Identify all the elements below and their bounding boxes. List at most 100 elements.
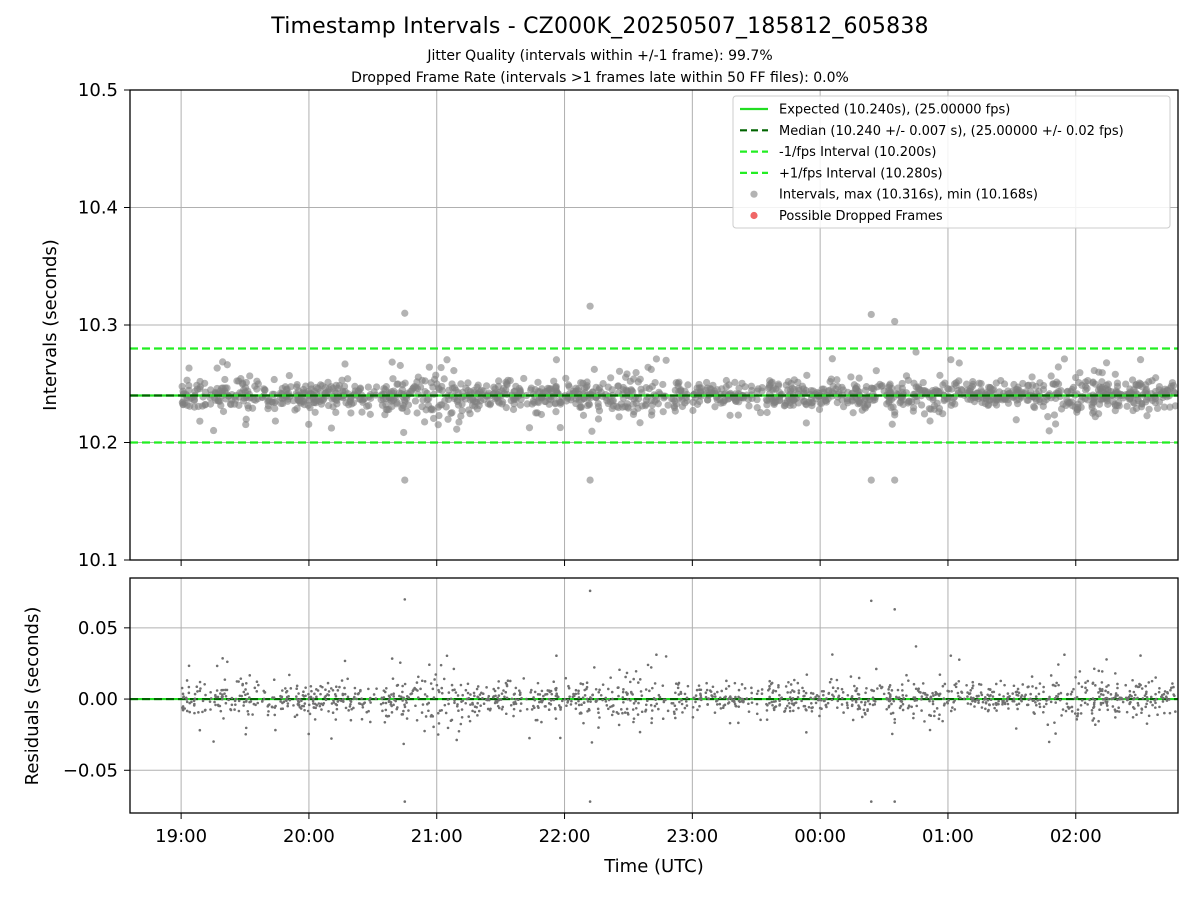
interval-point [356,384,365,392]
residual-point [450,683,454,687]
residual-point [673,712,676,716]
interval-point [776,396,784,404]
residual-point [415,681,419,684]
residual-point [824,703,828,707]
residual-point [1053,721,1056,724]
residual-point [971,686,974,690]
residual-point [353,686,357,690]
interval-point [590,365,598,373]
residual-point [248,674,252,677]
interval-point [614,382,623,390]
interval-point [1111,370,1119,378]
residual-point [416,689,419,692]
interval-point [393,380,401,388]
residual-point [492,687,496,691]
residual-point [181,692,185,696]
residual-point [306,709,310,713]
residual-point [721,706,725,709]
residual-point [890,732,894,736]
residual-point [1158,705,1161,709]
residual-point [1034,686,1038,690]
residual-point [1116,682,1119,686]
residual-point [743,687,747,690]
residual-point [510,697,514,701]
residual-point [341,692,345,696]
residual-point [626,697,630,701]
interval-point [517,395,525,403]
x-tick-label: 23:00 [666,826,718,847]
residual-point [915,704,919,708]
interval-point [891,408,899,416]
residual-point [274,704,277,708]
residual-point [778,703,782,706]
residual-point [439,663,443,667]
interval-point [198,402,207,410]
residual-point [760,692,764,696]
interval-point [316,381,325,389]
residual-point [599,693,603,697]
residual-point [1072,687,1075,691]
residual-point [588,708,591,712]
residual-point [897,696,901,699]
residual-point [733,681,737,685]
residual-point [1092,705,1096,708]
residual-point [718,702,722,706]
residual-point [718,696,722,699]
interval-point [1052,420,1060,428]
residual-point [649,703,653,707]
interval-point [904,399,912,407]
residual-point [427,701,431,705]
residual-point [805,708,808,712]
residual-point [1035,703,1038,707]
residual-point [1118,696,1122,699]
residual-point [674,682,678,685]
residual-point [989,693,992,697]
residual-point [618,668,621,672]
residual-point [238,694,242,698]
residual-point [223,678,227,681]
residual-point [677,693,681,696]
interval-point [532,409,540,417]
interval-point [201,388,210,396]
residual-point [957,694,960,698]
residual-point [1165,699,1169,702]
interval-point [1030,402,1038,411]
interval-point [681,387,689,395]
interval-point [648,407,656,416]
residual-point [253,686,257,690]
residual-point [631,708,635,711]
residual-point [554,707,557,711]
residual-point [385,686,388,690]
interval-point [854,387,862,395]
interval-point [425,363,433,371]
interval-point [627,387,636,395]
residual-point [1162,692,1166,696]
residual-point [300,704,304,708]
residual-point [1002,695,1005,698]
legend-expected-label: Expected (10.240s), (25.00000 fps) [779,103,1010,118]
interval-point [604,399,612,408]
interval-point [381,411,389,419]
residual-point [214,703,217,707]
interval-point [615,367,624,375]
residual-point [803,704,807,708]
residual-point [831,686,835,690]
residual-point [713,711,717,714]
interval-point [1160,403,1168,411]
residual-point [787,701,791,705]
interval-point [443,356,451,364]
residual-point [759,718,762,722]
interval-point [213,364,221,372]
residual-point [307,732,311,736]
residual-point [1160,695,1163,699]
residual-point [478,693,482,696]
residual-point [661,684,665,687]
residual-point [536,681,540,685]
residual-point [1011,692,1014,695]
interval-point [382,400,390,409]
residual-point [646,699,649,703]
interval-point [534,378,542,386]
interval-point [525,424,534,432]
residual-point [768,679,771,683]
interval-point [490,383,498,391]
